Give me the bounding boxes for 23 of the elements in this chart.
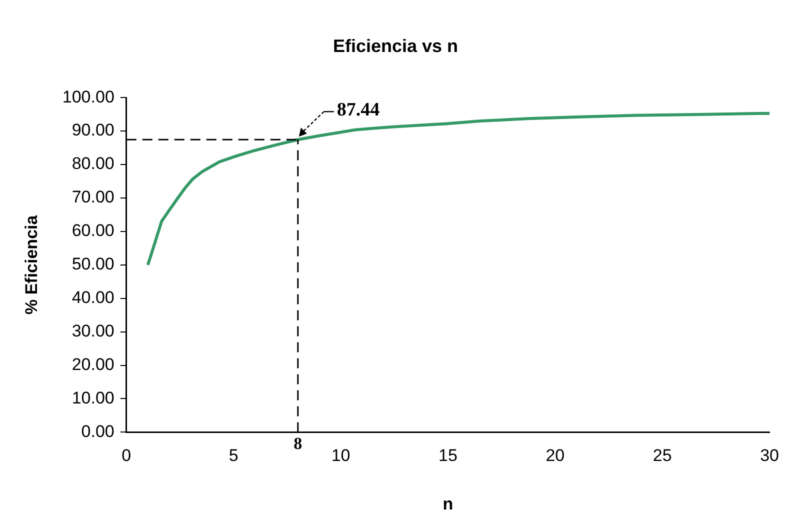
x-axis-title: n — [442, 494, 454, 514]
x-tick-label: 20 — [546, 446, 565, 466]
x-tick-label: 5 — [228, 446, 238, 466]
annotation: 87.44 — [336, 100, 380, 121]
y-tick-label: 80.00 — [72, 154, 114, 174]
y-tick-label: 60.00 — [72, 221, 114, 240]
ref-line-label: 8 — [294, 434, 302, 454]
y-tick-label: 10.00 — [72, 388, 114, 408]
y-tick-label: 70.00 — [72, 188, 114, 207]
y-tick-label: 100.00 — [62, 87, 114, 106]
y-tick-label: 30.00 — [72, 322, 114, 341]
y-tick-label: 90.00 — [72, 120, 114, 140]
y-axis-title: % Eficiencia — [22, 214, 41, 315]
y-tick-label: 50.00 — [72, 254, 114, 274]
x-tick-label: 25 — [652, 446, 672, 466]
y-tick-label: 20.00 — [72, 354, 114, 374]
y-tick-label: 40.00 — [72, 288, 114, 308]
y-tick-label: 0.00 — [81, 422, 114, 441]
x-tick-label: 15 — [438, 446, 458, 466]
x-tick-label: 0 — [122, 446, 132, 466]
chart-title: Eficiencia vs n — [332, 36, 458, 56]
x-tick-label: 30 — [760, 446, 780, 466]
x-tick-label: 10 — [331, 446, 350, 466]
